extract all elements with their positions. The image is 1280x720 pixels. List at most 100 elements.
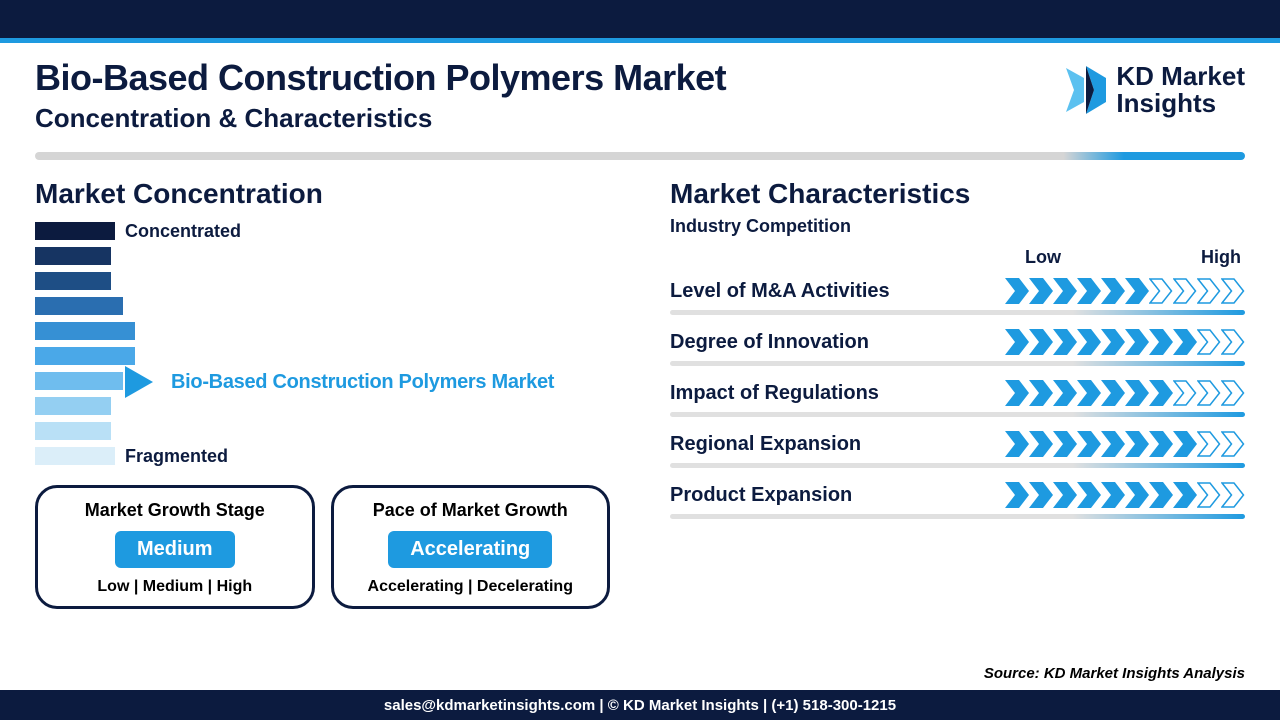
chevron-icon bbox=[1077, 431, 1101, 457]
chevron-icon bbox=[1173, 431, 1197, 457]
stage-title: Pace of Market Growth bbox=[344, 500, 598, 521]
stage-box: Market Growth StageMediumLow | Medium | … bbox=[35, 485, 315, 609]
characteristic-label: Level of M&A Activities bbox=[670, 280, 890, 303]
concentration-bar-row bbox=[35, 397, 610, 415]
chevron-icon bbox=[1053, 380, 1077, 406]
characteristic-row: Regional Expansion bbox=[670, 431, 1245, 468]
concentrated-label: Concentrated bbox=[125, 221, 241, 242]
chevron-icon bbox=[1197, 482, 1221, 508]
scale-high: High bbox=[1201, 247, 1241, 268]
chevron-icon bbox=[1101, 482, 1125, 508]
brand-logo: KD Market Insights bbox=[1064, 63, 1245, 118]
chevron-scale bbox=[1005, 278, 1245, 304]
characteristics-sublabel: Industry Competition bbox=[670, 216, 1245, 237]
characteristics-title: Market Characteristics bbox=[670, 178, 1245, 210]
concentration-bar-row bbox=[35, 272, 610, 290]
characteristic-row: Product Expansion bbox=[670, 482, 1245, 519]
logo-line2: Insights bbox=[1116, 90, 1245, 117]
characteristic-row: Degree of Innovation bbox=[670, 329, 1245, 366]
characteristic-label: Impact of Regulations bbox=[670, 382, 879, 405]
chevron-icon bbox=[1125, 431, 1149, 457]
concentration-bar bbox=[35, 322, 135, 340]
chevron-scale bbox=[1005, 329, 1245, 355]
chevron-scale bbox=[1005, 431, 1245, 457]
characteristic-underline bbox=[670, 514, 1245, 519]
characteristic-underline bbox=[670, 310, 1245, 315]
characteristic-label: Degree of Innovation bbox=[670, 331, 869, 354]
chevron-icon bbox=[1101, 431, 1125, 457]
chevron-icon bbox=[1149, 482, 1173, 508]
concentration-bar-row bbox=[35, 297, 610, 315]
marker-triangle-icon bbox=[125, 366, 153, 398]
concentration-bar-row bbox=[35, 322, 610, 340]
chevron-icon bbox=[1125, 329, 1149, 355]
concentration-bar bbox=[35, 422, 111, 440]
chevron-icon bbox=[1173, 329, 1197, 355]
chevron-icon bbox=[1005, 278, 1029, 304]
header-divider bbox=[35, 152, 1245, 160]
chevron-icon bbox=[1173, 278, 1197, 304]
characteristic-underline bbox=[670, 463, 1245, 468]
chevron-icon bbox=[1077, 380, 1101, 406]
chevron-icon bbox=[1005, 329, 1029, 355]
chevron-icon bbox=[1197, 431, 1221, 457]
source-attribution: Source: KD Market Insights Analysis bbox=[984, 665, 1245, 682]
chevron-icon bbox=[1149, 278, 1173, 304]
concentration-bar bbox=[35, 447, 115, 465]
chevron-icon bbox=[1125, 482, 1149, 508]
marker-label: Bio-Based Construction Polymers Market bbox=[171, 371, 554, 394]
characteristic-label: Product Expansion bbox=[670, 484, 852, 507]
chevron-icon bbox=[1101, 380, 1125, 406]
characteristic-underline bbox=[670, 361, 1245, 366]
chevron-icon bbox=[1029, 278, 1053, 304]
chevron-icon bbox=[1053, 431, 1077, 457]
stage-box: Pace of Market Growth Accelerating Acceler… bbox=[331, 485, 611, 609]
chevron-icon bbox=[1125, 278, 1149, 304]
chevron-icon bbox=[1005, 380, 1029, 406]
chevron-icon bbox=[1077, 329, 1101, 355]
stage-options: Low | Medium | High bbox=[48, 578, 302, 596]
chevron-icon bbox=[1149, 329, 1173, 355]
market-position-marker: Bio-Based Construction Polymers Market bbox=[125, 366, 554, 398]
stage-options: Accelerating | Decelerating bbox=[344, 578, 598, 596]
logo-line1: KD Market bbox=[1116, 63, 1245, 90]
characteristic-label: Regional Expansion bbox=[670, 433, 861, 456]
footer-bar: sales@kdmarketinsights.com | © KD Market… bbox=[0, 690, 1280, 720]
concentration-bar bbox=[35, 222, 115, 240]
concentration-bar-row: Fragmented bbox=[35, 447, 610, 465]
chevron-icon bbox=[1029, 482, 1053, 508]
page-title: Bio-Based Construction Polymers Market bbox=[35, 57, 1064, 99]
characteristic-underline bbox=[670, 412, 1245, 417]
concentration-bar-row bbox=[35, 347, 610, 365]
chevron-icon bbox=[1029, 431, 1053, 457]
stage-title: Market Growth Stage bbox=[48, 500, 302, 521]
stage-value-pill: Accelerating bbox=[388, 531, 552, 568]
concentration-bar bbox=[35, 297, 123, 315]
chevron-icon bbox=[1053, 329, 1077, 355]
chevron-icon bbox=[1077, 482, 1101, 508]
concentration-bar bbox=[35, 372, 123, 390]
chevron-icon bbox=[1029, 329, 1053, 355]
characteristics-column: Market Characteristics Industry Competit… bbox=[670, 178, 1245, 609]
chevron-icon bbox=[1221, 482, 1245, 508]
concentration-bar-row bbox=[35, 247, 610, 265]
concentration-bar-row: Concentrated bbox=[35, 222, 610, 240]
chevron-icon bbox=[1005, 482, 1029, 508]
chevron-icon bbox=[1149, 431, 1173, 457]
chevron-icon bbox=[1197, 329, 1221, 355]
concentration-column: Market Concentration ConcentratedFragmen… bbox=[35, 178, 610, 609]
scale-low: Low bbox=[1025, 247, 1061, 268]
concentration-bar-row bbox=[35, 422, 610, 440]
chevron-scale bbox=[1005, 380, 1245, 406]
chevron-icon bbox=[1005, 431, 1029, 457]
top-bar bbox=[0, 0, 1280, 38]
fragmented-label: Fragmented bbox=[125, 446, 228, 467]
chevron-icon bbox=[1101, 278, 1125, 304]
chevron-icon bbox=[1173, 380, 1197, 406]
chevron-icon bbox=[1149, 380, 1173, 406]
scale-header: Low High bbox=[670, 247, 1245, 268]
characteristic-row: Level of M&A Activities bbox=[670, 278, 1245, 315]
chevron-icon bbox=[1029, 380, 1053, 406]
page-subtitle: Concentration & Characteristics bbox=[35, 103, 1064, 134]
concentration-bar bbox=[35, 397, 111, 415]
